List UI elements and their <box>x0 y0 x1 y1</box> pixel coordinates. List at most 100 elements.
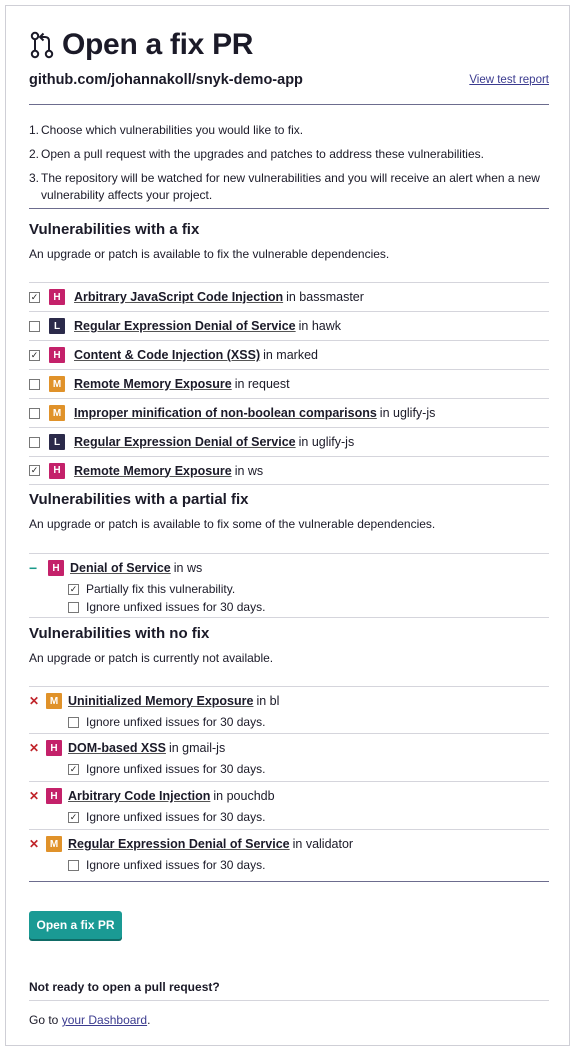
dashboard-link[interactable]: your Dashboard <box>61 1013 148 1027</box>
ignore-label: Ignore unfixed issues for 30 days. <box>86 858 266 872</box>
vulnerability-link[interactable]: Regular Expression Denial of Service <box>68 837 290 851</box>
partial-option[interactable]: ✓ Partially fix this vulnerability. <box>68 582 235 596</box>
vulnerability-link[interactable]: Improper minification of non-boolean com… <box>74 406 377 420</box>
goto-suffix: . <box>147 1013 151 1027</box>
fix-row[interactable]: ✓ H Remote Memory Exposure in ws <box>29 456 549 485</box>
title-row: Open a fix PR <box>29 28 253 62</box>
vulnerability-link[interactable]: Remote Memory Exposure <box>74 463 232 478</box>
step-number: 2. <box>29 147 40 161</box>
vulnerability-link[interactable]: Regular Expression Denial of Service <box>74 319 296 333</box>
option-label: Partially fix this vulnerability. <box>86 582 236 596</box>
severity-h-badge: H <box>49 347 65 363</box>
fix-section-description: An upgrade or patch is available to fix … <box>29 247 390 261</box>
nofix-section-heading: Vulnerabilities with no fix <box>29 625 210 642</box>
page-title: Open a fix PR <box>62 28 254 61</box>
step-number: 1. <box>29 123 40 137</box>
package-name: in hawk <box>298 319 342 333</box>
step-text: Choose which vulnerabilities you would l… <box>41 123 304 137</box>
option-label: Ignore unfixed issues for 30 days. <box>86 600 266 614</box>
ignore-label: Ignore unfixed issues for 30 days. <box>86 715 266 729</box>
fix-row[interactable]: M Improper minification of non-boolean co… <box>29 398 549 427</box>
no-fix-x-icon: ✕ <box>29 837 40 851</box>
package-name: in uglify-js <box>379 406 436 420</box>
severity-m-badge: M <box>46 836 62 852</box>
severity-h-badge: H <box>49 289 65 305</box>
vulnerability-link[interactable]: Arbitrary JavaScript Code Injection <box>74 290 284 304</box>
fix-row[interactable]: ✓ H Content & Code Injection (XSS) in marke… <box>29 340 549 369</box>
step-text: Open a pull request with the upgrades an… <box>41 147 484 161</box>
step-item: 2. Open a pull request with the upgrades … <box>29 146 549 163</box>
vulnerability-link[interactable]: Content & Code Injection (XSS) <box>74 348 261 362</box>
vulnerability-link[interactable]: Regular Expression Denial of Service <box>74 435 296 449</box>
severity-l-badge: L <box>49 434 65 450</box>
partial-item: − H Denial of Service in ws ✓ Partially fix t… <box>29 553 549 618</box>
step-item: 3. The repository will be watched for new… <box>29 170 549 204</box>
divider <box>29 1000 549 1001</box>
package-name: in bassmaster <box>286 290 364 304</box>
ignore-checkbox[interactable]: ✓ <box>68 811 79 823</box>
vulnerability-link[interactable]: DOM-based XSS <box>68 741 166 755</box>
ignore-option[interactable]: ✓ Ignore unfixed issues for 30 days. <box>68 810 265 824</box>
fix-checkbox[interactable] <box>29 407 40 419</box>
partial-section-description: An upgrade or patch is available to fix … <box>29 517 436 531</box>
severity-l-badge: L <box>49 318 65 334</box>
fix-checkbox[interactable] <box>29 378 40 390</box>
step-text: The repository will be watched for new v… <box>41 171 540 202</box>
ignore-option[interactable]: Ignore unfixed issues for 30 days. <box>68 858 265 872</box>
step-number: 3. <box>29 171 40 185</box>
view-test-report-link[interactable]: View test report <box>469 74 549 86</box>
open-fix-pr-button[interactable]: Open a fix PR <box>29 911 122 939</box>
no-fix-x-icon: ✕ <box>29 694 40 708</box>
severity-h-badge: H <box>46 740 62 756</box>
fix-row[interactable]: ✓ H Arbitrary JavaScript Code Injection in … <box>29 282 549 311</box>
nofix-item: ✕ H Arbitrary Code Injection in pouchdb ✓ Ign… <box>29 781 549 829</box>
ignore-checkbox[interactable] <box>68 716 79 728</box>
page-frame: Open a fix PR github.com/johannakoll/sny… <box>5 5 570 1046</box>
fix-section-heading: Vulnerabilities with a fix <box>29 221 200 238</box>
ignore-checkbox[interactable]: ✓ <box>68 763 79 775</box>
nofix-item: ✕ M Regular Expression Denial of Service in… <box>29 829 549 877</box>
fix-checkbox[interactable]: ✓ <box>29 349 40 361</box>
severity-h-badge: H <box>48 560 64 576</box>
option-checkbox[interactable] <box>68 601 79 613</box>
ignore-label: Ignore unfixed issues for 30 days. <box>86 810 266 824</box>
fix-checkbox[interactable]: ✓ <box>29 291 40 303</box>
fix-checkbox[interactable] <box>29 436 40 448</box>
fix-checkbox[interactable]: ✓ <box>29 465 40 476</box>
package-name: in pouchdb <box>213 789 275 803</box>
vulnerability-link[interactable]: Denial of Service <box>70 561 171 575</box>
nofix-item-header: ✕ M Uninitialized Memory Exposure in bl <box>29 693 279 709</box>
nofix-item-header: ✕ H Arbitrary Code Injection in pouchdb <box>29 788 275 804</box>
package-name: in gmail-js <box>168 741 226 755</box>
no-fix-x-icon: ✕ <box>29 789 40 803</box>
partial-item-header: − H Denial of Service in ws <box>29 560 202 576</box>
vulnerability-link[interactable]: Remote Memory Exposure <box>74 377 232 391</box>
nofix-item: ✕ M Uninitialized Memory Exposure in bl Igno… <box>29 686 549 734</box>
goto-prefix: Go to <box>29 1013 59 1027</box>
ignore-label: Ignore unfixed issues for 30 days. <box>86 762 266 776</box>
partial-fix-dash-icon: − <box>29 560 38 576</box>
package-name: in validator <box>292 837 354 851</box>
nofix-item-header: ✕ M Regular Expression Denial of Service in… <box>29 836 353 852</box>
severity-h-badge: H <box>46 788 62 804</box>
nofix-item: ✕ H DOM-based XSS in gmail-js ✓ Ignore unfixe… <box>29 733 549 781</box>
partial-option[interactable]: Ignore unfixed issues for 30 days. <box>68 600 265 614</box>
severity-m-badge: M <box>46 693 62 709</box>
severity-h-badge: H <box>49 462 65 479</box>
package-name: in uglify-js <box>298 435 355 449</box>
severity-m-badge: M <box>49 405 65 421</box>
vulnerability-link[interactable]: Uninitialized Memory Exposure <box>68 694 254 708</box>
step-item: 1. Choose which vulnerabilities you would… <box>29 122 549 139</box>
fix-checkbox[interactable] <box>29 320 40 332</box>
package-name: in bl <box>256 694 280 708</box>
ignore-option[interactable]: Ignore unfixed issues for 30 days. <box>68 715 265 729</box>
divider <box>29 104 549 105</box>
option-checkbox[interactable]: ✓ <box>68 583 79 595</box>
ignore-option[interactable]: ✓ Ignore unfixed issues for 30 days. <box>68 762 265 776</box>
package-name: in ws <box>234 463 264 478</box>
ignore-checkbox[interactable] <box>68 859 79 871</box>
fix-row[interactable]: L Regular Expression Denial of Service in … <box>29 311 549 340</box>
fix-row[interactable]: L Regular Expression Denial of Service in … <box>29 427 549 456</box>
fix-row[interactable]: M Remote Memory Exposure in request <box>29 369 549 398</box>
vulnerability-link[interactable]: Arbitrary Code Injection <box>68 789 211 803</box>
